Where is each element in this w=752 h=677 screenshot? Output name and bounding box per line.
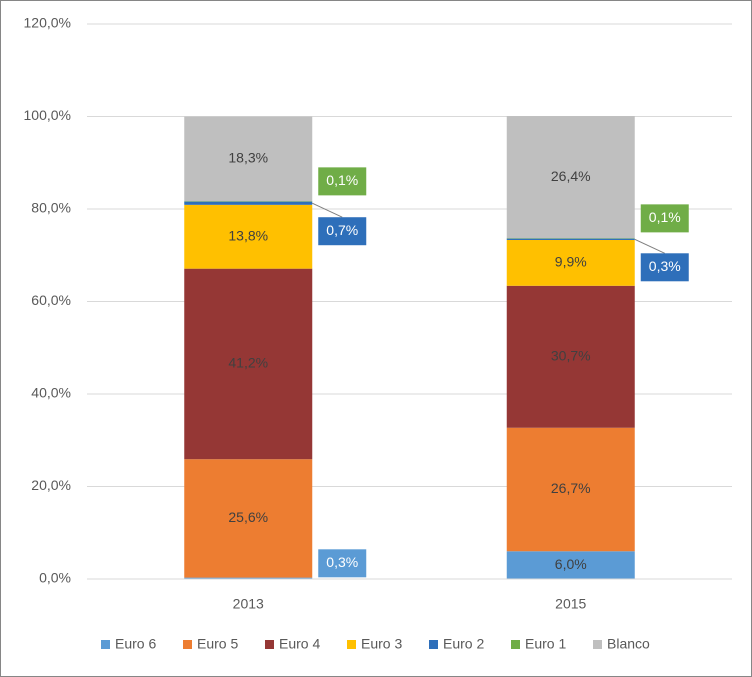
data-label: 41,2% (228, 355, 268, 371)
bar-segment (184, 268, 313, 460)
legend-marker (511, 640, 520, 649)
data-label: 26,4% (551, 168, 591, 184)
legend-label: Blanco (607, 636, 650, 652)
data-label: 13,8% (228, 227, 268, 243)
bar-segment (184, 116, 313, 202)
data-label: 9,9% (555, 254, 587, 270)
y-tick-label: 100,0% (24, 107, 71, 123)
label-box (318, 549, 367, 578)
bar-segment (184, 459, 313, 578)
data-label: 0,1% (649, 209, 681, 225)
bar-segment (506, 116, 635, 239)
data-label: 0,3% (326, 554, 358, 570)
y-tick-label: 80,0% (31, 200, 71, 216)
legend-marker (347, 640, 356, 649)
data-label: 0,3% (649, 258, 681, 274)
bar-segment (506, 551, 635, 579)
bar-segment (184, 201, 313, 205)
y-tick-label: 60,0% (31, 292, 71, 308)
data-label: 30,7% (551, 347, 591, 363)
label-box (640, 253, 689, 282)
label-box (318, 167, 367, 196)
legend-label: Euro 3 (361, 636, 402, 652)
legend-label: Euro 1 (525, 636, 566, 652)
x-tick-label: 2015 (555, 596, 586, 612)
bar-segment (184, 577, 313, 579)
legend-marker (429, 640, 438, 649)
data-label: 18,3% (228, 150, 268, 166)
legend-label: Euro 2 (443, 636, 484, 652)
data-label: 25,6% (228, 509, 268, 525)
legend-marker (265, 640, 274, 649)
label-box (640, 204, 689, 233)
y-tick-label: 0,0% (39, 570, 71, 586)
data-label: 26,7% (551, 480, 591, 496)
label-box (318, 217, 367, 246)
y-tick-label: 20,0% (31, 477, 71, 493)
bar-segment (506, 285, 635, 428)
bar-segment (506, 427, 635, 552)
y-tick-label: 120,0% (24, 15, 71, 31)
leader-line (312, 202, 343, 218)
legend-marker (183, 640, 192, 649)
leader-line (634, 238, 665, 254)
data-label: 0,1% (326, 172, 358, 188)
legend-marker (101, 640, 110, 649)
y-tick-label: 40,0% (31, 385, 71, 401)
data-label: 0,7% (326, 222, 358, 238)
x-tick-label: 2013 (233, 596, 264, 612)
data-label: 6,0% (555, 556, 587, 572)
legend-label: Euro 5 (197, 636, 238, 652)
legend-label: Euro 4 (279, 636, 320, 652)
bar-segment (184, 204, 313, 269)
legend-label: Euro 6 (115, 636, 156, 652)
bar-segment (506, 239, 635, 286)
bar-segment (506, 238, 635, 240)
legend-marker (593, 640, 602, 649)
